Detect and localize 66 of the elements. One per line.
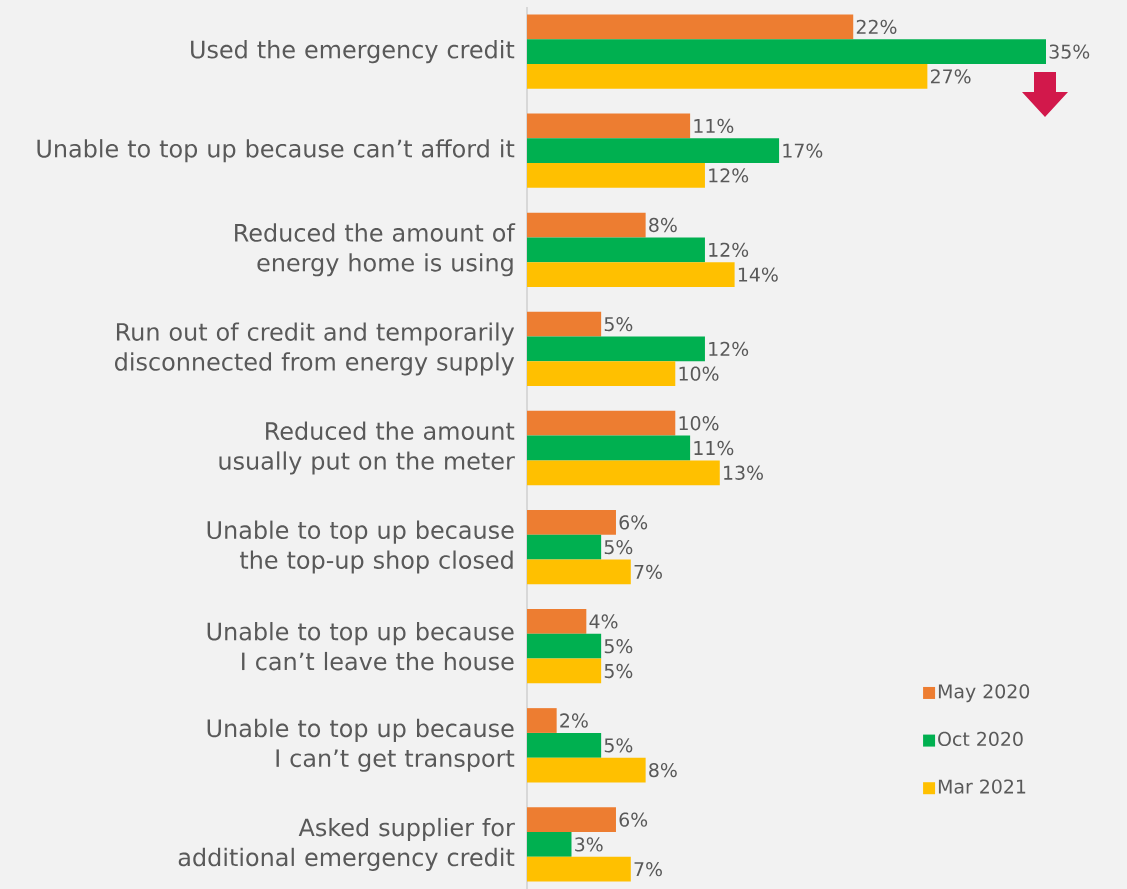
- bar: [527, 14, 854, 40]
- data-label: 3%: [575, 837, 603, 852]
- data-label: 13%: [724, 465, 763, 480]
- data-label: 12%: [709, 341, 749, 357]
- bar: [527, 435, 691, 461]
- y-tick-label: Reduced the amount of energy home is using: [235, 223, 516, 277]
- data-label: 11%: [694, 440, 734, 456]
- bar: [527, 163, 705, 188]
- bar: [527, 708, 557, 733]
- y-tick-label: Asked supplier for additional emergency credit: [178, 817, 515, 871]
- bar: [527, 336, 705, 362]
- data-label: 5%: [604, 738, 633, 753]
- data-label: 7%: [634, 862, 662, 877]
- data-label: 22%: [856, 19, 897, 34]
- data-label: 5%: [604, 663, 633, 679]
- bar: [527, 609, 587, 634]
- bar: [527, 559, 631, 585]
- data-label: 12%: [709, 168, 749, 183]
- bar: [527, 509, 616, 535]
- data-label: 14%: [738, 267, 778, 282]
- bar: [527, 807, 616, 833]
- data-label: 12%: [709, 242, 749, 257]
- bar: [527, 212, 646, 238]
- bar: [527, 460, 720, 486]
- data-label: 10%: [679, 366, 719, 381]
- bar: [527, 757, 646, 783]
- bar: [527, 138, 780, 164]
- bar: [527, 311, 602, 337]
- data-label: 7%: [634, 564, 662, 580]
- bar: [527, 63, 928, 89]
- data-label: 6%: [619, 515, 648, 530]
- data-label: 2%: [560, 713, 588, 728]
- data-label: 5%: [604, 316, 633, 332]
- data-label: 5%: [604, 639, 633, 654]
- bar: [527, 534, 602, 560]
- bar: [527, 856, 631, 882]
- bar: [527, 262, 735, 287]
- data-label: 35%: [1049, 44, 1090, 59]
- y-tick-label: Run out of credit and temporarily disconnected from energy supply: [115, 322, 515, 376]
- y-tick-label: Unable to top up because can’t afford it: [37, 139, 515, 163]
- y-tick-label: Used the emergency credit: [191, 40, 515, 64]
- data-label: 4%: [589, 614, 618, 629]
- legend-label: Mar 2021: [938, 779, 1026, 794]
- bar: [527, 832, 572, 857]
- bar: [527, 732, 602, 758]
- y-tick-label: Reduced the amount usually put on the meter: [219, 421, 515, 475]
- data-label: 6%: [619, 812, 648, 827]
- data-label: 8%: [649, 217, 677, 233]
- bar: [527, 237, 705, 263]
- data-label: 5%: [604, 539, 633, 555]
- data-label: 10%: [679, 416, 719, 431]
- bar: [527, 361, 676, 387]
- bar: [527, 410, 676, 436]
- bar: [527, 113, 691, 139]
- bar: [527, 658, 602, 684]
- data-label: 17%: [783, 143, 823, 158]
- legend-label: May 2020: [938, 684, 1030, 703]
- bar: [527, 633, 602, 659]
- data-label: 27%: [930, 69, 971, 84]
- y-tick-label: Unable to top up because the top-up shop closed: [207, 520, 514, 574]
- legend-label: Oct 2020: [938, 731, 1023, 747]
- y-tick-label: Unable to top up because I can’t get transport: [207, 718, 515, 772]
- bar: [527, 39, 1046, 64]
- y-tick-label: Unable to top up because I can’t leave the house: [207, 622, 514, 671]
- data-label: 11%: [694, 118, 734, 134]
- data-label: 8%: [649, 762, 677, 778]
